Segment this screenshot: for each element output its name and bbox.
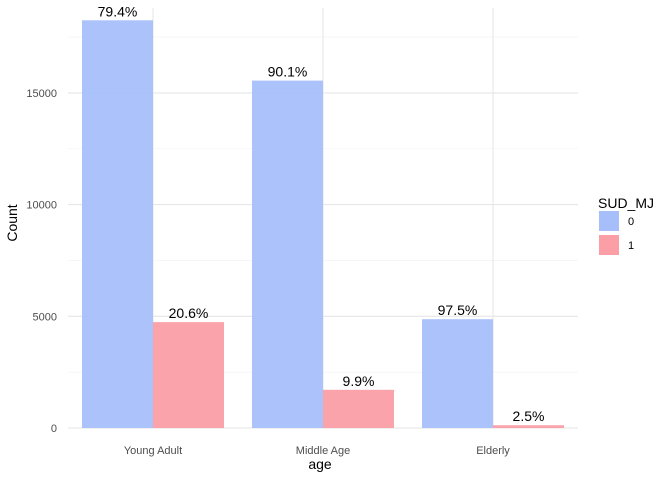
y-tick-label: 0 [51,423,57,435]
y-tick-label: 10000 [26,200,57,212]
bar [422,319,493,428]
x-axis-ticks: Young Adult Middle Age Elderly [124,445,510,457]
legend-title: SUD_MJ [598,195,654,211]
bar [82,20,153,429]
legend-label: 1 [628,240,634,252]
y-axis-title: Count [4,204,20,241]
legend: SUD_MJ 0 1 [598,195,654,255]
y-axis-ticks: 0 5000 10000 15000 [26,88,57,435]
x-axis-title: age [308,456,332,472]
bar [323,389,394,428]
legend-key [599,235,619,255]
bar [252,80,323,428]
x-tick-label: Elderly [476,445,510,457]
y-tick-label: 15000 [26,88,57,100]
legend-label: 0 [628,216,634,228]
data-label: 90.1% [268,64,308,80]
data-label: 2.5% [513,408,545,424]
x-tick-label: Middle Age [296,445,350,457]
data-label: 97.5% [438,302,478,318]
bar [153,322,224,428]
data-label: 20.6% [169,305,209,321]
data-label: 9.9% [343,373,375,389]
y-tick-label: 5000 [33,311,57,323]
bar [493,425,564,428]
bar-labels: 79.4% 90.1% 97.5% 20.6% 9.9% 2.5% [98,3,545,424]
data-label: 79.4% [98,3,138,19]
bars [82,20,564,429]
legend-key [599,211,619,231]
x-tick-label: Young Adult [124,445,182,457]
